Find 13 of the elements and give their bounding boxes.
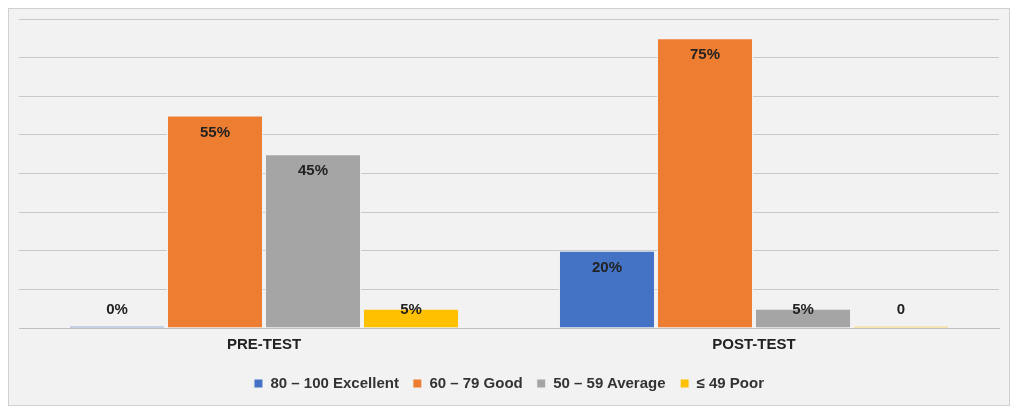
- data-label: 75%: [689, 45, 721, 63]
- data-label: 0: [896, 300, 906, 318]
- legend-label: 80 – 100 Excellent: [270, 373, 399, 391]
- data-label: 20%: [591, 257, 623, 275]
- x-tick-label: PRE-TEST: [226, 335, 302, 353]
- legend-label: 50 – 59 Average: [553, 373, 666, 391]
- x-tick-label: POST-TEST: [712, 335, 796, 353]
- data-label: 55%: [199, 122, 231, 140]
- legend-label: 60 – 79 Good: [429, 373, 523, 391]
- legend-label: ≤ 49 Poor: [696, 373, 765, 391]
- data-label: 5%: [792, 300, 814, 318]
- data-label: 45%: [297, 161, 329, 179]
- data-label: 0%: [106, 300, 128, 318]
